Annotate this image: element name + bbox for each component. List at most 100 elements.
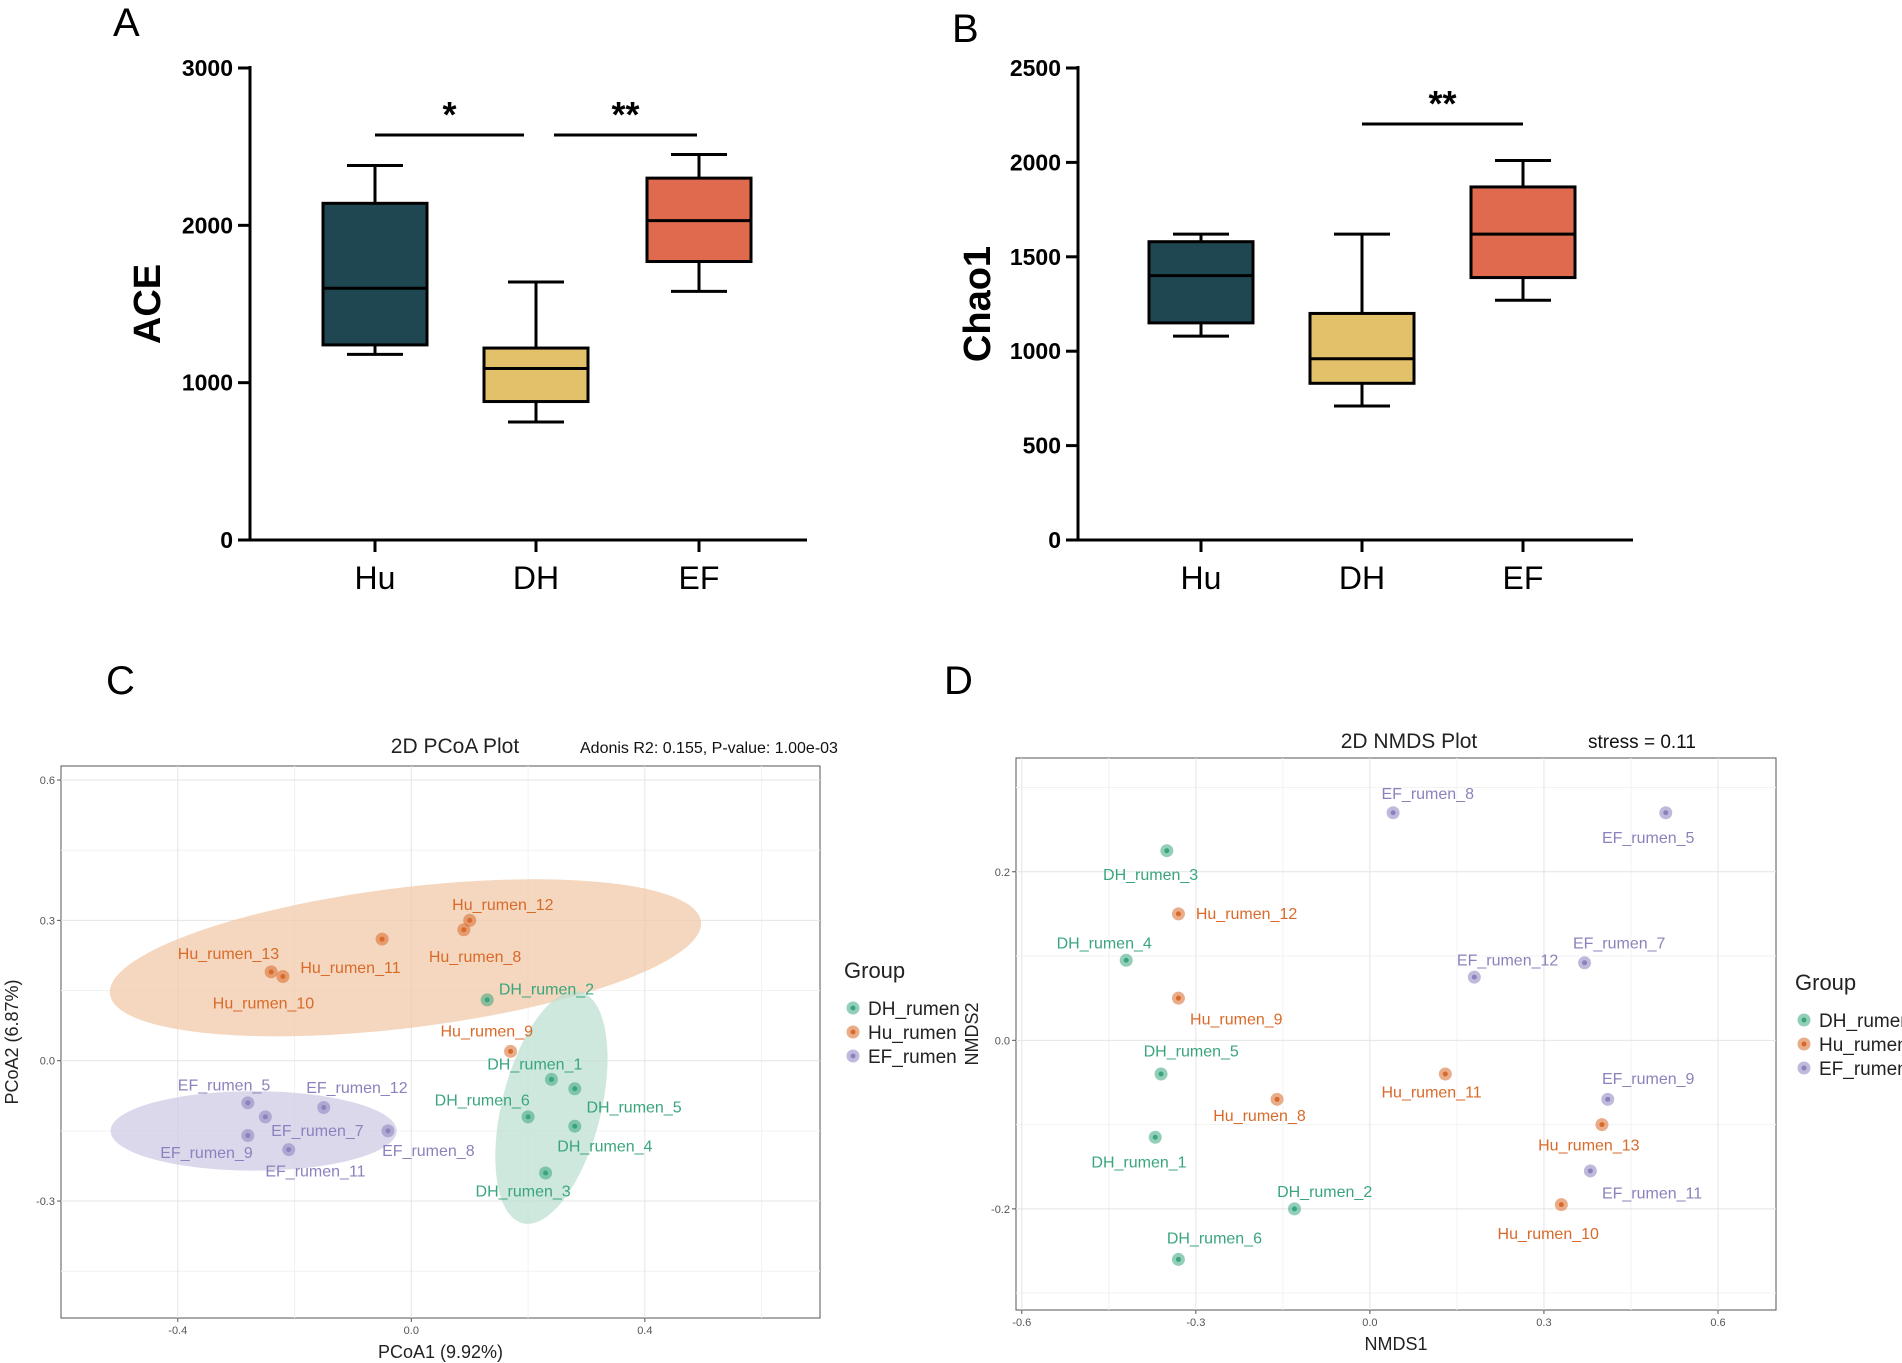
legend-label: DH_rumen (868, 999, 960, 1020)
point-label: EF_rumen_11 (265, 1164, 365, 1181)
point-label: Hu_rumen_9 (441, 1024, 534, 1041)
point-label: Hu_rumen_12 (1196, 906, 1298, 923)
significance-label: * (442, 94, 456, 135)
point-label: Hu_rumen_13 (1538, 1138, 1640, 1155)
legend-key (850, 1005, 856, 1011)
confidence-ellipse-hu-rumen (109, 879, 702, 1037)
legend-title: Group (1795, 970, 1856, 995)
y-tick-label: 500 (1023, 433, 1061, 459)
y-tick-label: 0.0 (995, 1035, 1010, 1047)
legend-key (850, 1029, 856, 1035)
panel-letter-a: A (113, 1, 140, 45)
data-point (268, 969, 274, 975)
data-point (572, 1123, 578, 1129)
y-tick-label: 3000 (182, 55, 233, 81)
data-point (1558, 1202, 1564, 1208)
point-label: DH_rumen_2 (1277, 1184, 1372, 1201)
box-iqr-dh (482, 346, 590, 404)
data-point (1175, 1256, 1181, 1262)
data-point (1123, 957, 1129, 963)
point-label: EF_rumen_5 (1602, 830, 1695, 847)
point-label: Hu_rumen_8 (429, 949, 522, 966)
data-point (467, 917, 473, 923)
plot-title: 2D PCoA Plot (391, 735, 520, 758)
data-point (1471, 974, 1477, 980)
x-category-label: DH (513, 560, 559, 596)
panel-letter-d: D (944, 659, 973, 703)
box-iqr-dh (1308, 311, 1416, 385)
legend-label: DH_rumen (1819, 1011, 1902, 1032)
y-tick-label: 2500 (1010, 55, 1061, 81)
significance-label: ** (611, 94, 639, 135)
y-tick-label: 1000 (1010, 338, 1061, 364)
legend-key (1801, 1041, 1807, 1047)
x-category-label: EF (1503, 560, 1544, 596)
data-point (543, 1170, 549, 1176)
point-label: Hu_rumen_12 (452, 897, 553, 914)
point-label: EF_rumen_8 (382, 1143, 475, 1160)
point-label: DH_rumen_5 (1144, 1043, 1239, 1060)
legend-label: EF_rumen (868, 1047, 957, 1068)
panel-letter-b: B (952, 7, 979, 51)
point-label: DH_rumen_2 (499, 982, 594, 999)
point-label: EF_rumen_11 (1602, 1186, 1702, 1203)
point-label: DH_rumen_5 (586, 1099, 681, 1116)
y-axis-title: NMDS2 (962, 1002, 982, 1065)
plot-frame (1015, 757, 1777, 1311)
point-label: Hu_rumen_11 (300, 960, 400, 977)
nmds-scatter: -0.6 -0.3 0.0 0.3 0.6 -0.2 0.0 0.2 EF_rumen_8 EF_… (962, 730, 1902, 1354)
point-label: Hu_rumen_10 (213, 996, 314, 1013)
x-tick-label: 0.6 (1710, 1317, 1725, 1329)
data-point (1442, 1071, 1448, 1077)
point-label: DH_rumen_1 (487, 1056, 582, 1073)
point-label: EF_rumen_7 (1573, 935, 1666, 952)
y-tick-label: -0.2 (991, 1204, 1010, 1216)
data-point (1175, 911, 1181, 917)
y-tick-label: -0.3 (36, 1196, 55, 1208)
legend-label: Hu_rumen (1819, 1035, 1902, 1056)
point-label: DH_rumen_4 (1057, 935, 1152, 952)
point-label: Hu_rumen_11 (1381, 1085, 1481, 1102)
x-tick-label: 0.0 (404, 1325, 419, 1337)
x-category-label: Hu (355, 560, 396, 596)
data-point (1582, 960, 1588, 966)
legend-key (1801, 1065, 1807, 1071)
x-axis-title: PCoA1 (9.92%) (378, 1342, 503, 1362)
y-axis-title: ACE (127, 264, 169, 344)
point-label: Hu_rumen_8 (1213, 1108, 1306, 1125)
x-category-label: DH (1339, 560, 1385, 596)
data-point (1274, 1096, 1280, 1102)
y-tick-label: 1500 (1010, 244, 1061, 270)
data-point (262, 1114, 268, 1120)
point-label: EF_rumen_12 (1457, 952, 1558, 969)
data-point (1605, 1096, 1611, 1102)
data-point (245, 1133, 251, 1139)
data-point (321, 1104, 327, 1110)
point-label: Hu_rumen_9 (1190, 1011, 1283, 1028)
y-tick-label: 1000 (182, 370, 233, 396)
x-tick-label: -0.4 (168, 1325, 187, 1337)
plot-frame (60, 765, 821, 1319)
legend-key (1801, 1017, 1807, 1023)
data-point (1152, 1134, 1158, 1140)
pcoa-scatter: -0.4 0.0 0.4 -0.3 0.0 0.3 0.6 Hu_rumen_12 Hu_rum… (2, 735, 960, 1362)
y-tick-label: 0.0 (40, 1056, 55, 1068)
data-point (1164, 848, 1170, 854)
point-label: DH_rumen_6 (1167, 1230, 1262, 1247)
data-point (1291, 1206, 1297, 1212)
data-point (484, 997, 490, 1003)
y-tick-label: 0.6 (40, 775, 55, 787)
data-point (1599, 1122, 1605, 1128)
legend-label: EF_rumen (1819, 1059, 1902, 1080)
point-label: EF_rumen_7 (271, 1123, 364, 1140)
legend-key (850, 1053, 856, 1059)
point-label: DH_rumen_3 (476, 1184, 571, 1201)
y-tick-label: 2000 (182, 212, 233, 238)
data-point (548, 1076, 554, 1082)
data-point (461, 927, 467, 933)
point-label: EF_rumen_9 (1602, 1071, 1695, 1088)
x-tick-label: 0.4 (637, 1325, 652, 1337)
x-tick-label: -0.3 (1186, 1317, 1205, 1329)
